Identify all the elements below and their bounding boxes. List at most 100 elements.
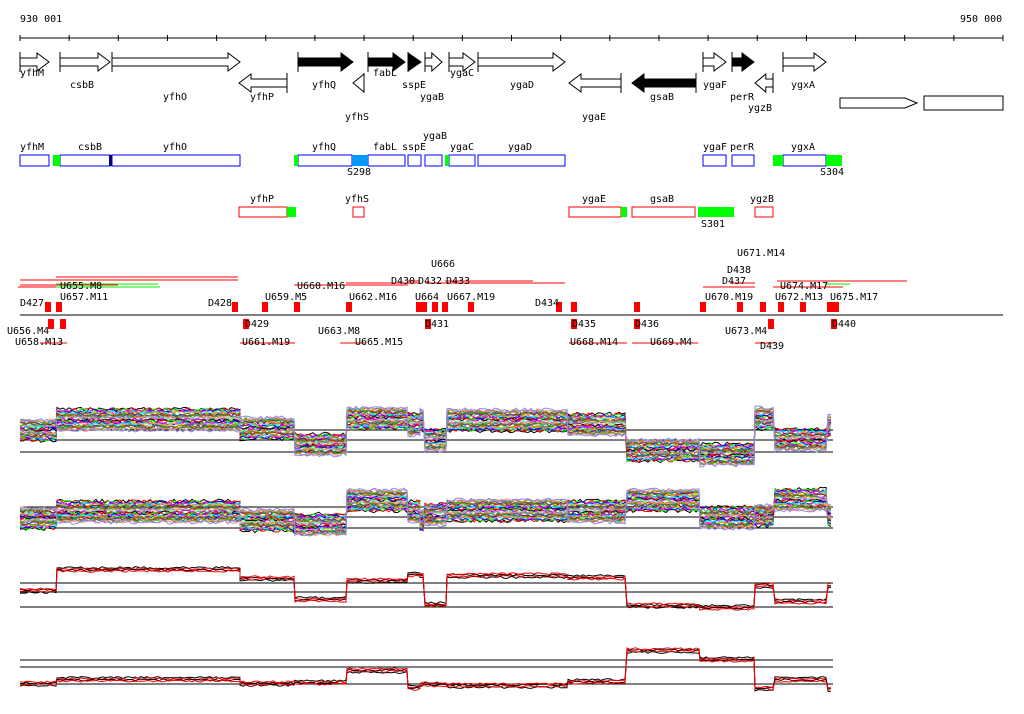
segment-marker (346, 302, 352, 312)
segment-label-upper: D428 (208, 298, 233, 309)
segment-label-lower: D436 (635, 319, 660, 330)
segment-marker (700, 302, 706, 312)
gene-arrow-yfhS (352, 72, 365, 94)
segment-label-upper: U674.M17 (780, 281, 829, 292)
gene-label-perR: perR (730, 92, 755, 103)
gene-label-fabL: fabL (373, 68, 398, 79)
segment-marker (232, 302, 238, 312)
gene-arrow-ygaD (477, 52, 566, 72)
expression-trace (19, 648, 832, 690)
segment-marker (827, 302, 833, 312)
reverse-box-label: ygzB (750, 194, 775, 205)
gene-arrow-ygaC (448, 52, 476, 72)
segment-label-lower: D440 (832, 319, 857, 330)
segment-marker (778, 302, 784, 312)
forward-box-ygaC (448, 154, 476, 167)
gene-label-yfhM: yfhM (20, 68, 45, 79)
reverse-box-ygzB (754, 206, 774, 218)
forward-box-label: sspE (402, 142, 427, 153)
gene-arrow-sspE (407, 52, 422, 72)
segment-label-upper: U671.M14 (737, 248, 786, 259)
forward-box-label: ygxA (791, 142, 816, 153)
gene-arrow-yfhQ (297, 52, 354, 72)
gene-label-ygaF: ygaF (703, 80, 728, 91)
segment-label-upper: U672.M13 (775, 292, 824, 303)
segment-marker (468, 302, 474, 312)
gene-label-ygaB: ygaB (420, 92, 445, 103)
gene-label-ygaE: ygaE (582, 112, 607, 123)
segment-marker (48, 319, 54, 329)
segment-marker (421, 302, 427, 312)
segment-label-upper: U657.M11 (60, 292, 109, 303)
segment-label-upper: D430 (391, 276, 416, 287)
forward-box-label: yfhQ (312, 142, 337, 153)
forward-box-ygaD (477, 154, 566, 167)
gene-label-ygaD: ygaD (510, 80, 535, 91)
gene-arrow-ygaB (424, 51, 443, 73)
gene-label-gsaB: gsaB (650, 92, 675, 103)
segment-marker (243, 319, 249, 329)
gene-arrow-ygzB (754, 72, 774, 94)
segment-marker (831, 319, 837, 329)
reverse-box-label: gsaB (650, 194, 675, 205)
gene-arrow-gsaB (631, 73, 697, 93)
segment-marker (45, 302, 51, 312)
segment-marker (571, 319, 577, 329)
forward-box-label: fabL (373, 142, 398, 153)
segment-label-lower: D439 (760, 341, 785, 352)
segment-marker (737, 302, 743, 312)
forward-box-label: yfhM (20, 142, 45, 153)
ruler-end-label: 950 000 (960, 14, 1003, 25)
expression-trace (19, 567, 832, 609)
segment-label-lower: D429 (245, 319, 270, 330)
segment-label-lower: U665.M15 (355, 337, 404, 348)
segment-label-upper: D438 (727, 265, 752, 276)
segment-label-upper: U659.M5 (265, 292, 308, 303)
marker-block (352, 155, 368, 166)
segment-marker (800, 302, 806, 312)
segment-label-upper: U675.M17 (830, 292, 879, 303)
forward-box-label: ygaF (703, 142, 728, 153)
segment-label-upper: D434 (535, 298, 560, 309)
forward-box-label: yfhO (163, 142, 188, 153)
segment-label-lower: U658.M13 (15, 337, 64, 348)
segment-label-upper: U660.M16 (297, 281, 346, 292)
reverse-box-label: ygaE (582, 194, 607, 205)
segment-label-lower: U669.M4 (650, 337, 693, 348)
gene-arrow-yfhP (238, 73, 288, 93)
segment-marker (556, 302, 562, 312)
ruler-start-label: 930 001 (20, 14, 63, 25)
segment-marker (294, 302, 300, 312)
gene-label-ygxA: ygxA (791, 80, 816, 91)
marker-block (445, 155, 449, 166)
segment-marker (634, 319, 640, 329)
marker-block (109, 155, 112, 166)
segment-label-lower: U656.M4 (7, 326, 50, 337)
forward-box-ygaF (702, 154, 727, 167)
segment-marker (432, 302, 438, 312)
expression-trace (19, 487, 832, 537)
segment-label-upper: U667.M19 (447, 292, 496, 303)
gene-label-yfhO: yfhO (163, 92, 188, 103)
expression-trace (19, 405, 832, 468)
reverse-box-gsaB (631, 206, 696, 218)
gene-label-yfhP: yfhP (250, 92, 275, 103)
forward-box-yfhO (111, 154, 241, 167)
segment-label-lower: U663.M8 (318, 326, 361, 337)
segment-label-upper: U662.M16 (349, 292, 398, 303)
forward-box-csbB (59, 154, 111, 167)
segment-marker (425, 319, 431, 329)
segment-label-upper: D427 (20, 298, 45, 309)
forward-box-label: perR (730, 142, 755, 153)
expression-trace (19, 647, 832, 691)
marker-block (53, 155, 60, 166)
segment-marker (571, 302, 577, 312)
site-label: S301 (701, 219, 726, 230)
forward-box-label: ygaB (423, 131, 448, 142)
expression-trace (19, 569, 832, 611)
gene-label-csbB: csbB (70, 80, 95, 91)
forward-box-label: ygaD (508, 142, 533, 153)
segment-label-lower: D435 (572, 319, 597, 330)
